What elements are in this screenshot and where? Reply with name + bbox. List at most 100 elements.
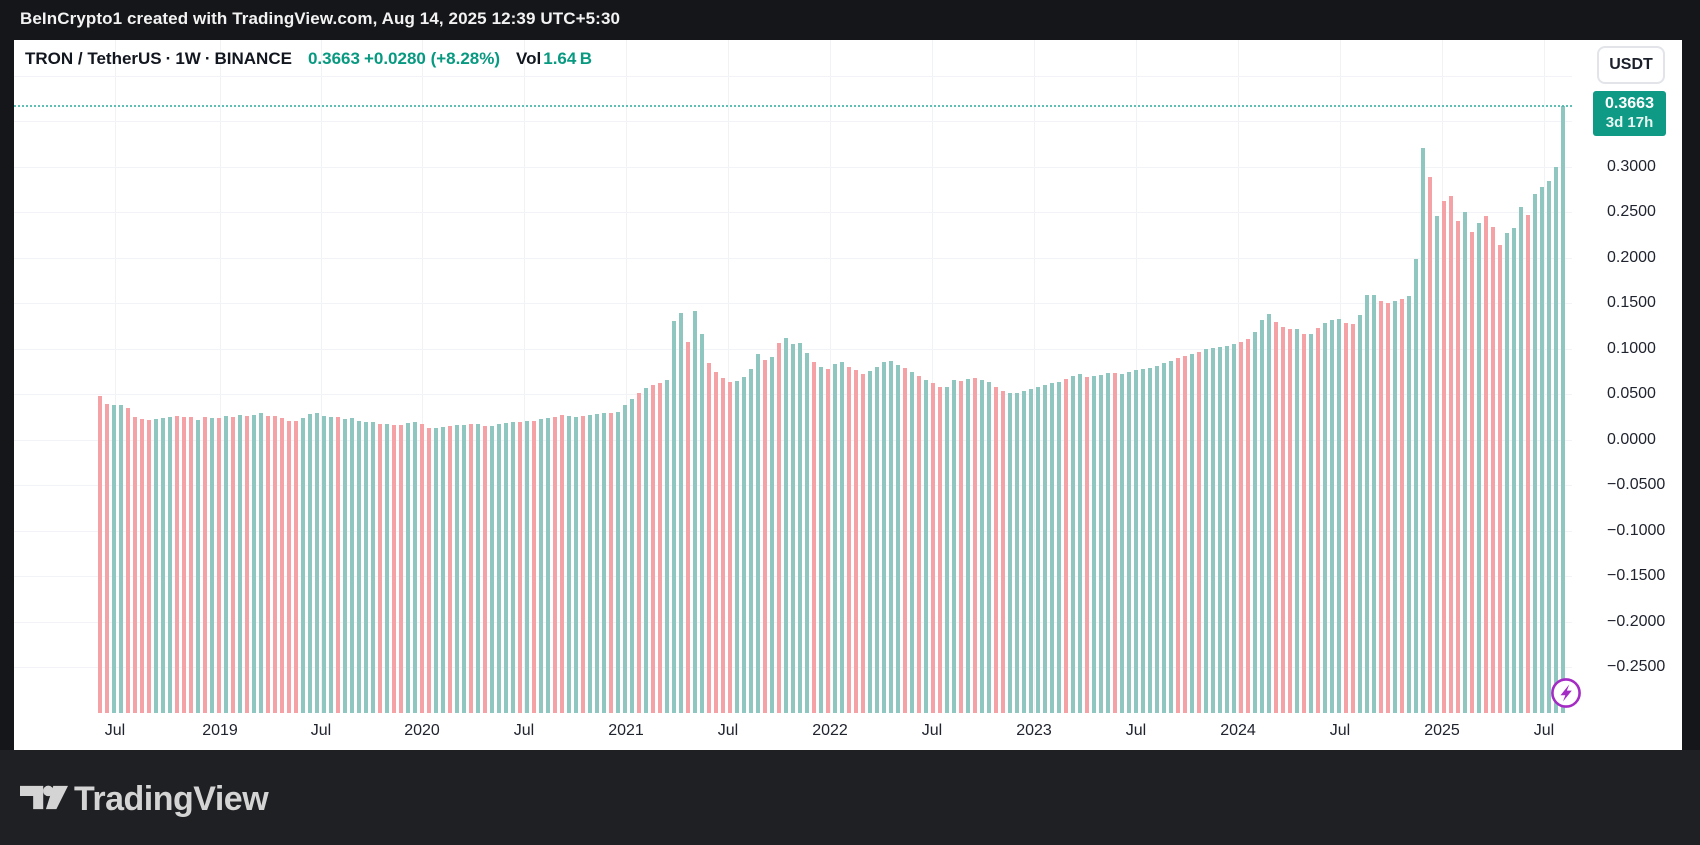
- price-column-bar: [1259, 320, 1265, 713]
- tradingview-logo-icon[interactable]: [20, 782, 68, 818]
- price-axis[interactable]: USDT 0.3663 3d 17h 0.3000 0.2500 0.2000 0.1…: [1572, 40, 1682, 750]
- price-column-bar: [286, 420, 292, 713]
- price-column-bar: [1322, 323, 1328, 713]
- interval-label[interactable]: 1W: [175, 49, 201, 68]
- price-column-bar: [727, 382, 733, 713]
- price-axis-label: 0.1000: [1607, 339, 1656, 357]
- time-axis-label: 2023: [1016, 722, 1052, 739]
- time-axis-label: 2020: [404, 722, 440, 739]
- price-column-bar: [1434, 215, 1440, 713]
- price-column-bar: [1490, 227, 1496, 713]
- time-axis-label: Jul: [1533, 722, 1555, 739]
- price-column-bar: [1441, 201, 1447, 713]
- chart-plot-area[interactable]: [14, 40, 1572, 713]
- horizontal-gridline: [14, 121, 1572, 122]
- price-column-bar: [342, 419, 348, 713]
- price-column-bar: [552, 416, 558, 713]
- time-axis-label: Jul: [310, 722, 332, 739]
- price-column-bar: [839, 362, 845, 713]
- lightning-boost-button[interactable]: [1550, 677, 1582, 709]
- price-column-bar: [755, 354, 761, 713]
- vertical-gridline: [524, 40, 525, 713]
- price-column-bar: [496, 423, 502, 713]
- price-column-bar: [251, 414, 257, 713]
- price-column-bar: [1406, 295, 1412, 713]
- price-column-bar: [272, 416, 278, 713]
- price-column-bar: [1126, 372, 1132, 713]
- time-axis-label: Jul: [513, 722, 535, 739]
- price-column-bar: [391, 424, 397, 713]
- vertical-gridline: [1034, 40, 1035, 713]
- price-column-bar: [139, 418, 145, 713]
- price-column-bar: [97, 396, 103, 713]
- price-column-bar: [1413, 259, 1419, 713]
- price-column-bar: [307, 414, 313, 713]
- price-column-bar: [1189, 353, 1195, 713]
- price-column-bar: [1560, 106, 1566, 713]
- price-column-bar: [1056, 381, 1062, 713]
- price-axis-label: −0.0500: [1607, 476, 1666, 493]
- badge-countdown: 3d 17h: [1605, 114, 1654, 132]
- chart-legend-row: TRON / TetherUS · 1W · BINANCE 0.3663 +0.0280 …: [25, 49, 596, 73]
- price-column-bar: [1035, 386, 1041, 713]
- price-column-bar: [1217, 347, 1223, 713]
- price-column-bar: [503, 423, 509, 713]
- price-column-bar: [538, 418, 544, 713]
- price-column-bar: [1182, 356, 1188, 713]
- price-column-bar: [1455, 221, 1461, 713]
- price-column-bar: [1154, 365, 1160, 713]
- tradingview-wordmark[interactable]: TradingView: [74, 780, 269, 818]
- price-column-bar: [384, 423, 390, 713]
- price-column-bar: [1364, 294, 1370, 713]
- price-column-bar: [1084, 376, 1090, 713]
- price-column-bar: [125, 408, 131, 713]
- currency-toggle-button[interactable]: USDT: [1597, 46, 1665, 84]
- price-column-bar: [1049, 383, 1055, 713]
- price-axis-label: 0.0000: [1607, 430, 1656, 448]
- horizontal-gridline: [14, 257, 1572, 259]
- price-column-bar: [356, 420, 362, 713]
- price-column-bar: [223, 415, 229, 713]
- price-axis-label: 0.0500: [1607, 385, 1656, 402]
- price-column-bar: [1133, 369, 1139, 713]
- price-column-bar: [265, 415, 271, 713]
- price-column-bar: [1343, 322, 1349, 713]
- price-column-bar: [1077, 373, 1083, 713]
- price-column-bar: [244, 415, 250, 713]
- price-column-bar: [146, 419, 152, 713]
- price-column-bar: [202, 417, 208, 713]
- price-column-bar: [468, 424, 474, 713]
- vertical-gridline: [932, 40, 933, 713]
- price-column-bar: [132, 416, 138, 713]
- price-column-bar: [937, 386, 943, 713]
- last-price-badge[interactable]: 0.3663 3d 17h: [1593, 91, 1666, 136]
- price-column-bar: [636, 392, 642, 713]
- price-column-bar: [1357, 315, 1363, 713]
- price-column-bar: [1042, 385, 1048, 713]
- price-column-bar: [1287, 329, 1293, 713]
- price-column-bar: [1161, 363, 1167, 713]
- price-column-bar: [643, 388, 649, 713]
- time-axis[interactable]: Jul 2019 Jul 2020 Jul 2021 Jul 2022 Jul 2023 Jul 20…: [14, 713, 1572, 750]
- price-column-bar: [1063, 379, 1069, 713]
- price-axis-label: −0.2500: [1607, 658, 1666, 675]
- vertical-gridline: [830, 40, 831, 713]
- price-column-bar: [1140, 368, 1146, 713]
- price-column-bar: [412, 421, 418, 713]
- exchange-label: BINANCE: [214, 49, 292, 68]
- vertical-gridline: [626, 40, 627, 713]
- price-column-bar: [1483, 215, 1489, 713]
- symbol-title[interactable]: TRON / TetherUS: [25, 49, 162, 68]
- price-column-bar: [1266, 314, 1272, 713]
- price-column-bar: [678, 313, 684, 713]
- price-column-bar: [510, 421, 516, 713]
- price-column-bar: [1007, 393, 1013, 713]
- price-column-bar: [377, 423, 383, 713]
- volume-value: 1.64 B: [543, 49, 593, 68]
- price-column-bar: [685, 341, 691, 713]
- price-column-bar: [1294, 328, 1300, 713]
- price-column-bar: [580, 416, 586, 713]
- currency-label: USDT: [1609, 56, 1653, 73]
- price-column-bar: [1021, 391, 1027, 713]
